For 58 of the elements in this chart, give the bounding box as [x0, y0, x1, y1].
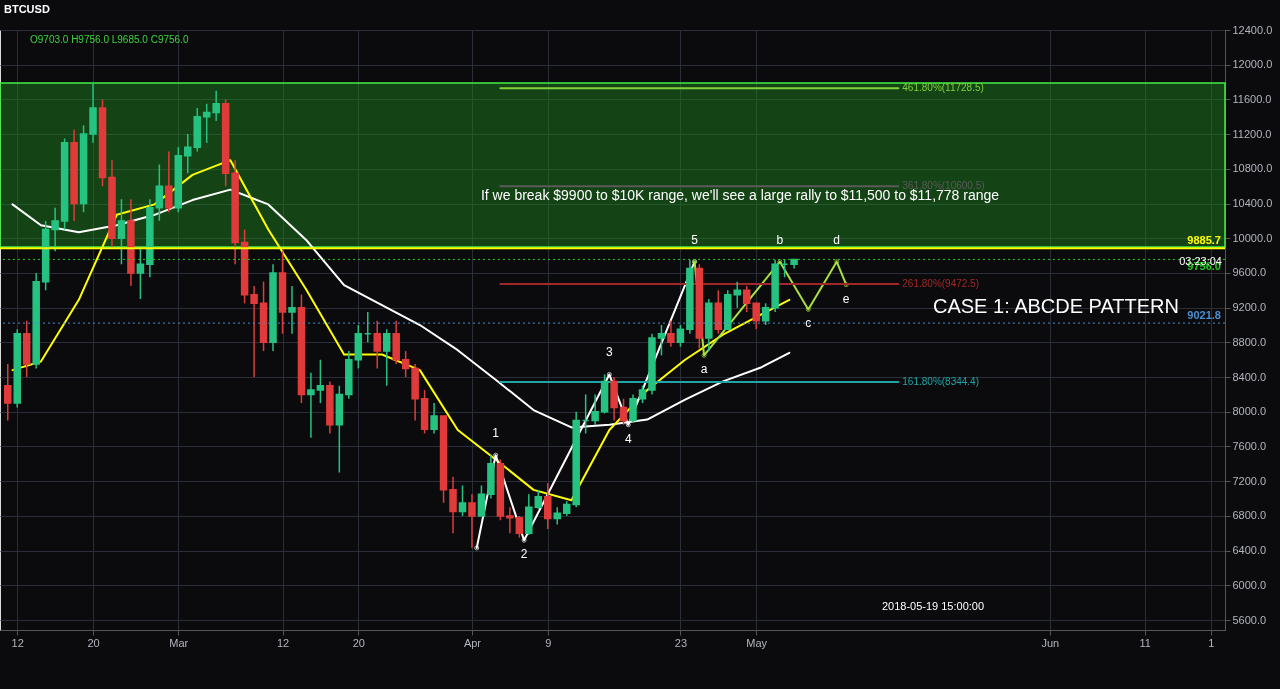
point: [493, 452, 499, 458]
annotation: 2: [520, 547, 528, 562]
y-tick-label: 8800.0: [1232, 335, 1267, 348]
annotation: c: [805, 316, 812, 331]
annotation: 1: [492, 426, 500, 441]
y-tick-label: 10400.0: [1232, 197, 1273, 210]
ref-line-label: 9885.7: [1187, 234, 1221, 247]
series-label: 261.80%(9472.5): [902, 278, 980, 290]
chart-subtitle: O9703.0 H9756.0 L9685.0 C9756.0: [30, 34, 189, 45]
point: [834, 259, 840, 265]
x-tick-label: 20: [87, 636, 100, 649]
y-tick-label: 6800.0: [1232, 509, 1267, 522]
annotation: 4: [624, 431, 632, 446]
series-label: 361.80%(10600.5): [902, 180, 985, 192]
y-tick-label: 5600.0: [1232, 613, 1267, 626]
annotation: d: [833, 232, 841, 247]
x-tick-label: May: [746, 636, 768, 649]
point: [606, 371, 612, 377]
annotation: 3: [606, 345, 613, 360]
y-tick-label: 7600.0: [1232, 439, 1267, 452]
x-tick-label: Apr: [463, 636, 482, 649]
annotation: CASE 1: ABCDE PATTERN: [933, 295, 1179, 317]
annotation: a: [700, 362, 708, 377]
y-tick-label: 6000.0: [1232, 578, 1267, 591]
y-tick-label: 6400.0: [1232, 544, 1267, 557]
x-tick-label: 12: [11, 636, 24, 649]
y-tick-label: 8400.0: [1232, 370, 1267, 383]
chart-title: BTCUSD: [4, 3, 50, 15]
annotation: 2018-05-19 15:00:00: [881, 600, 985, 612]
annotation: 5: [691, 232, 699, 247]
x-tick-label: Jun: [1041, 636, 1060, 649]
x-tick-label: 20: [352, 636, 365, 649]
point: [521, 537, 527, 543]
y-tick-label: 9200.0: [1232, 301, 1267, 314]
x-tick-label: 23: [674, 636, 688, 649]
x-tick-label: 11: [1139, 636, 1151, 649]
y-tick-label: 7200.0: [1232, 474, 1267, 487]
y-tick-label: 12000.0: [1232, 58, 1273, 71]
point: [777, 259, 783, 265]
x-tick-label: 9: [545, 636, 552, 649]
ref-line-label: 9021.8: [1187, 309, 1221, 322]
x-tick-label: 1: [1208, 636, 1215, 649]
point: [701, 352, 707, 358]
point: [805, 306, 811, 312]
series-label: 161.80%(8344.4): [902, 375, 980, 387]
annotation: b: [776, 232, 784, 247]
y-tick-label: 9600.0: [1232, 266, 1267, 279]
y-tick-label: 10000.0: [1232, 231, 1273, 244]
series-label: 461.80%(11728.5): [902, 82, 984, 94]
y-tick-label: 11200.0: [1232, 127, 1272, 140]
point: [625, 422, 631, 428]
x-tick-label: 12: [276, 636, 290, 649]
y-tick-label: 12400.0: [1232, 23, 1273, 36]
y-tick-label: 11600.0: [1232, 92, 1272, 105]
y-tick-label: 8000.0: [1232, 405, 1267, 418]
x-tick-label: Mar: [169, 636, 189, 649]
annotation: e: [842, 291, 850, 306]
y-tick-label: 10800.0: [1232, 162, 1273, 175]
